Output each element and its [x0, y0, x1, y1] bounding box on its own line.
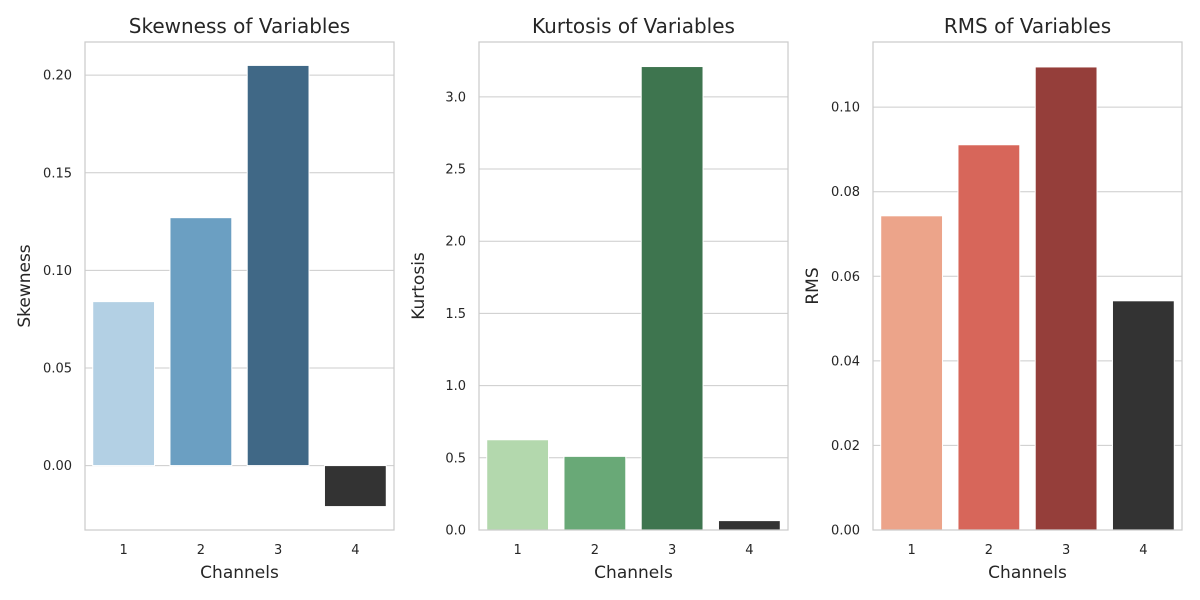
x-tick-label: 1: [907, 543, 915, 558]
bar-channel-4: [323, 465, 387, 508]
x-tick-label: 2: [985, 543, 993, 558]
x-tick-label: 1: [513, 543, 521, 558]
y-tick-label: 0.5: [445, 451, 466, 466]
x-tick-label: 3: [274, 543, 282, 558]
plot-frame: [84, 41, 395, 531]
bar-channel-2: [169, 217, 233, 467]
y-tick-label: 0.02: [831, 439, 860, 454]
x-axis-label: Channels: [594, 563, 673, 583]
x-axis-label: Channels: [200, 563, 279, 583]
y-tick-label: 0.05: [43, 361, 72, 376]
y-tick-label: 1.5: [445, 307, 466, 322]
x-tick-label: 4: [1139, 543, 1147, 558]
y-tick-label: 0.00: [43, 459, 72, 474]
bar-channel-3: [640, 66, 704, 531]
y-tick-label: 2.0: [445, 235, 466, 250]
x-axis-label: Channels: [988, 563, 1067, 583]
y-axis-label: RMS: [803, 267, 823, 304]
x-tick-label: 1: [119, 543, 127, 558]
chart-title: Kurtosis of Variables: [532, 14, 735, 38]
chart-title: RMS of Variables: [944, 14, 1111, 38]
x-tick-label: 3: [668, 543, 676, 558]
bar-channel-4: [1111, 300, 1175, 531]
chart-panel-3: 0.00 0.02 0.04 0.06 0.08 0.10 1 2 3 4 RMS of Varia…: [803, 14, 1183, 583]
y-tick-label: 0.0: [445, 524, 466, 539]
y-tick-label: 1.0: [445, 379, 466, 394]
bar-channel-2: [563, 455, 627, 531]
y-tick-label: 0.08: [831, 185, 860, 200]
y-tick-label: 0.20: [43, 69, 72, 84]
chart-panel-1: 0.00 0.05 0.10 0.15 0.20 1 2 3 4 Skewness of Vari…: [15, 14, 395, 583]
x-tick-label: 4: [351, 543, 359, 558]
chart-title: Skewness of Variables: [129, 14, 350, 38]
bar-channel-3: [246, 64, 310, 467]
x-tick-label: 3: [1062, 543, 1070, 558]
bar-channel-4: [717, 520, 781, 531]
x-tick-label: 2: [591, 543, 599, 558]
y-axis-label: Skewness: [15, 244, 35, 327]
chart-panel-2: 0.0 0.5 1.0 1.5 2.0 2.5 3.0 1 2 3 4 Kurtosis of Var…: [409, 14, 789, 583]
x-tick-label: 2: [197, 543, 205, 558]
y-tick-label: 2.5: [445, 163, 466, 178]
bar-channel-1: [92, 301, 156, 467]
bar-channel-2: [957, 144, 1021, 531]
bar-channel-1: [880, 215, 944, 531]
plot-frame: [872, 41, 1183, 531]
y-tick-label: 0.06: [831, 270, 860, 285]
y-tick-label: 0.10: [43, 264, 72, 279]
y-tick-label: 0.00: [831, 524, 860, 539]
y-tick-label: 3.0: [445, 90, 466, 105]
y-tick-label: 0.10: [831, 101, 860, 116]
y-tick-label: 0.15: [43, 166, 72, 181]
bar-channel-1: [486, 439, 550, 531]
x-tick-label: 4: [745, 543, 753, 558]
bar-channel-3: [1034, 66, 1098, 531]
y-axis-label: Kurtosis: [409, 252, 429, 320]
plot-frame: [478, 41, 789, 531]
y-tick-label: 0.04: [831, 354, 860, 369]
